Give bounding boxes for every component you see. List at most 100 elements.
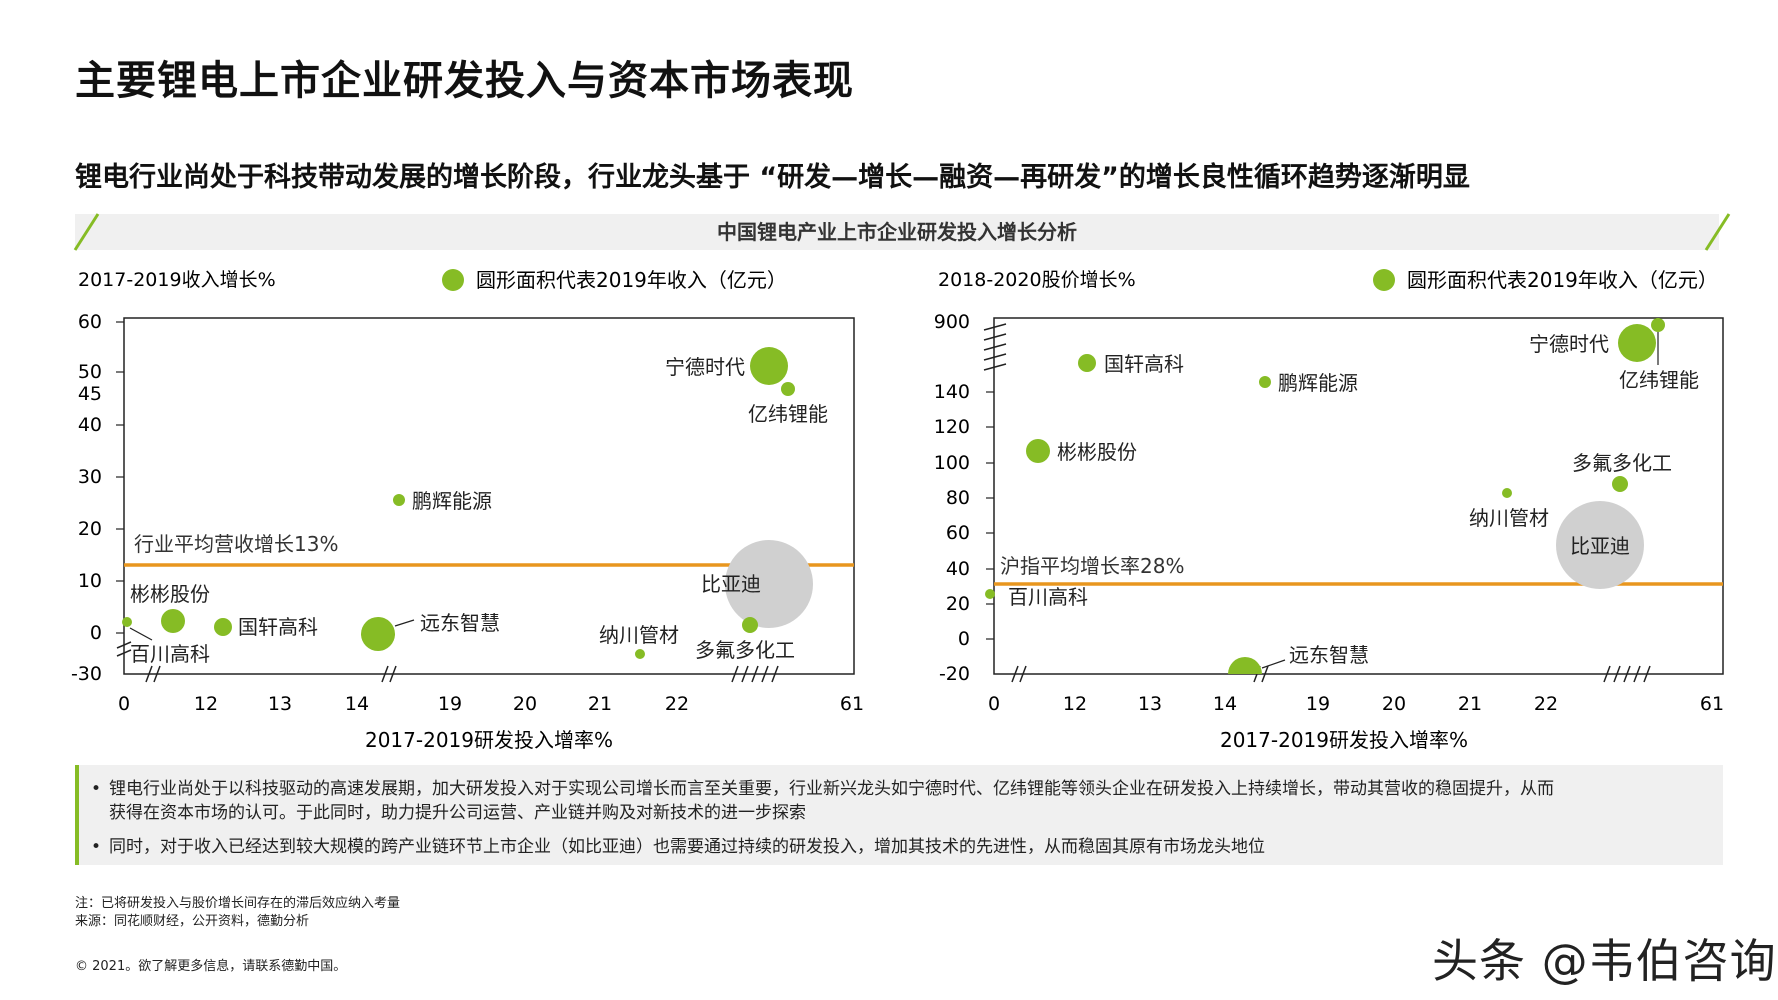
y-tick-left-3: 40 [78,414,102,436]
y-tick-right-0: 900 [934,311,970,333]
page-subtitle: 锂电行业尚处于科技带动发展的增长阶段，行业龙头基于 “研发—增长—融资—再研发”… [75,162,1470,193]
bubble-left-nachuan [635,649,645,659]
bubble-left-dfd [742,617,758,633]
notes-box: • 锂电行业尚处于以科技驱动的高速发展期，加大研发投入对于实现公司增长而言至关重要… [75,765,1723,865]
bubble-left-eve [781,382,795,396]
chart-right-ylabel: 2018-2020股价增长% [938,269,1136,291]
label-right-baichuan: 百川高科 [1008,585,1088,609]
note-1-cont: 获得在资本市场的认可。于此同时，助力提升公司运营、产业链并购及对新技术的进一步探… [109,803,806,823]
bullet: • [91,779,102,799]
x-tick-right-7: 22 [1534,693,1558,715]
x-tick-left-7: 22 [665,693,689,715]
chart-right-xlabel: 2017-2019研发投入增率% [1220,728,1468,752]
x-tick-left-6: 21 [588,693,612,715]
source: 来源：同花顺财经，公开资料，德勤分析 [75,914,310,929]
bullet: • [91,837,102,857]
bubble-right-fareast [1228,657,1262,674]
footnote: 注：已将研发投入与股价增长间存在的滞后效应纳入考量 [75,896,401,911]
label-left-nachuan: 纳川管材 [599,623,679,647]
chart-right-legend: 圆形面积代表2019年收入（亿元） [1407,268,1718,292]
y-tick-right-1: 140 [934,381,970,403]
label-right-eve: 亿纬锂能 [1619,368,1699,392]
chart-left-legend: 圆形面积代表2019年收入（亿元） [476,268,787,292]
bubble-left-catl [750,347,788,385]
label-left-catl: 宁德时代 [665,355,745,379]
label-right-binbin: 彬彬股份 [1057,440,1137,464]
note-2: • 同时，对于收入已经达到较大规模的跨产业链环节上市企业（如比亚迪）也需要通过持续… [91,835,1265,859]
y-tick-right-5: 60 [946,522,970,544]
x-tick-right-3: 14 [1213,693,1237,715]
x-tick-left-5: 20 [513,693,537,715]
bubble-left-fareast [361,617,395,651]
chart-left-legend-marker [442,269,464,291]
label-left-eve: 亿纬锂能 [748,402,828,426]
charts-canvas: 2017-2019收入增长% 圆形面积代表2019年收入（亿元） 60 50 4… [71,213,1731,752]
label-left-penghui: 鹏辉能源 [412,489,492,513]
copyright: © 2021。欲了解更多信息，请联系德勤中国。 [75,959,347,974]
x-tick-left-3: 14 [345,693,369,715]
label-right-penghui: 鹏辉能源 [1278,371,1358,395]
x-tick-right-1: 12 [1063,693,1087,715]
x-tick-left-0: 0 [118,693,130,715]
chart-left-ylabel: 2017-2019收入增长% [78,269,276,291]
y-tick-left-8: -30 [71,663,102,685]
page-title: 主要锂电上市企业研发投入与资本市场表现 [75,58,854,104]
chart-left-plot-frame [123,317,855,675]
chart-left-avg-label: 行业平均营收增长13% [134,532,338,556]
x-tick-right-4: 19 [1306,693,1330,715]
note-1: • 锂电行业尚处于以科技驱动的高速发展期，加大研发投入对于实现公司增长而言至关重要… [91,777,1554,801]
bubble-right-penghui [1259,376,1271,388]
x-tick-left-2: 13 [268,693,292,715]
y-tick-right-3: 100 [934,452,970,474]
y-tick-right-8: 0 [958,628,970,650]
y-tick-right-6: 40 [946,558,970,580]
label-right-catl: 宁德时代 [1529,332,1609,356]
x-tick-right-6: 21 [1458,693,1482,715]
header-slash-left [73,213,100,251]
chart-left-xlabel: 2017-2019研发投入增率% [365,728,613,752]
y-tick-right-2: 120 [934,416,970,438]
section-title: 中国锂电产业上市企业研发投入增长分析 [717,220,1077,244]
y-tick-left-2: 45 [78,383,102,405]
chart-right-avg-label: 沪指平均增长率28% [1000,554,1184,578]
bubble-left-baichuan [122,617,132,627]
label-left-binbin: 彬彬股份 [130,582,210,606]
label-left-fareast: 远东智慧 [420,611,500,635]
bubble-left-byd [725,540,813,628]
y-tick-left-6: 10 [78,570,102,592]
note-2-line-1: 同时，对于收入已经达到较大规模的跨产业链环节上市企业（如比亚迪）也需要通过持续的… [109,837,1265,857]
label-right-dfd: 多氟多化工 [1572,451,1672,475]
y-tick-left-1: 50 [78,361,102,383]
bubble-right-byd [1556,501,1644,589]
chart-left: 2017-2019收入增长% 圆形面积代表2019年收入（亿元） 60 50 4… [71,268,864,752]
x-tick-right-5: 20 [1382,693,1406,715]
y-tick-left-4: 30 [78,466,102,488]
x-tick-left-8: 61 [840,693,864,715]
label-right-nachuan: 纳川管材 [1469,506,1549,530]
x-tick-right-2: 13 [1138,693,1162,715]
bubble-right-dfd [1612,476,1628,492]
bubble-left-gotion [214,618,232,636]
x-tick-left-4: 19 [438,693,462,715]
bubble-right-gotion [1078,354,1096,372]
label-left-dfd: 多氟多化工 [695,638,795,662]
x-tick-left-1: 12 [194,693,218,715]
label-left-byd: 比亚迪 [701,572,761,596]
note-1-line-1: 锂电行业尚处于以科技驱动的高速发展期，加大研发投入对于实现公司增长而言至关重要，… [109,779,1554,799]
chart-right-axis-breaks [983,323,1651,683]
y-tick-right-4: 80 [946,487,970,509]
bubble-left-binbin [161,609,185,633]
y-tick-left-7: 0 [90,622,102,644]
bubble-left-penghui [393,494,405,506]
chart-left-axis-breaks [116,641,779,683]
x-tick-right-0: 0 [988,693,1000,715]
bubble-right-nachuan [1502,488,1512,498]
label-right-fareast: 远东智慧 [1289,643,1369,667]
bubble-right-catl [1618,324,1656,362]
bubble-right-binbin [1026,439,1050,463]
label-left-baichuan: 百川高科 [130,642,210,666]
label-right-byd: 比亚迪 [1570,534,1630,558]
bubble-right-eve [1651,318,1665,332]
section-header: 中国锂电产业上市企业研发投入增长分析 [75,214,1719,250]
x-tick-right-8: 61 [1700,693,1724,715]
